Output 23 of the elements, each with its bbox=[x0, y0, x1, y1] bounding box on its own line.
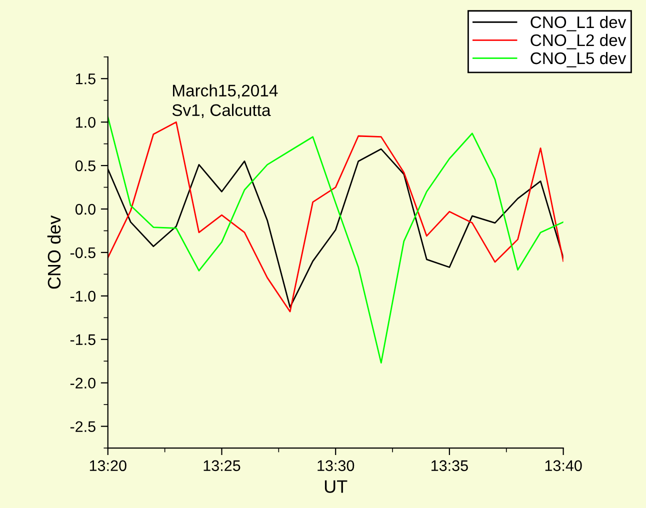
x-tick-label: 13:30 bbox=[318, 460, 354, 472]
y-axis-title: CNO dev bbox=[47, 215, 61, 289]
y-tick-label: -2.0 bbox=[70, 378, 96, 389]
x-axis-title: UT bbox=[324, 480, 348, 493]
line-series bbox=[108, 116, 564, 364]
x-tick-label: 13:35 bbox=[432, 460, 468, 472]
x-tick-label: 13:25 bbox=[204, 460, 240, 472]
x-tick-label: 13:20 bbox=[90, 460, 126, 472]
y-tick-label: 1.5 bbox=[76, 74, 96, 84]
legend-label: CNO_L2 dev bbox=[530, 34, 626, 50]
y-tick-label: -2.5 bbox=[70, 421, 96, 432]
y-tick-label: 0.5 bbox=[75, 160, 96, 172]
legend-label: CNO_L1 dev bbox=[530, 16, 626, 32]
y-tick-label: 0.0 bbox=[75, 204, 96, 215]
legend-label: CNO_L5 dev bbox=[530, 52, 626, 68]
y-tick-label: -0.5 bbox=[70, 247, 96, 258]
y-tick-label: 1.0 bbox=[76, 116, 96, 128]
annotation: Sv1, Calcutta bbox=[172, 104, 271, 118]
line-series bbox=[108, 121, 564, 312]
x-tick-label: 13:40 bbox=[545, 460, 582, 472]
y-tick-label: -1.5 bbox=[70, 334, 96, 346]
y-tick-label: -1.0 bbox=[70, 290, 96, 302]
annotation: March15,2014 bbox=[173, 84, 278, 98]
